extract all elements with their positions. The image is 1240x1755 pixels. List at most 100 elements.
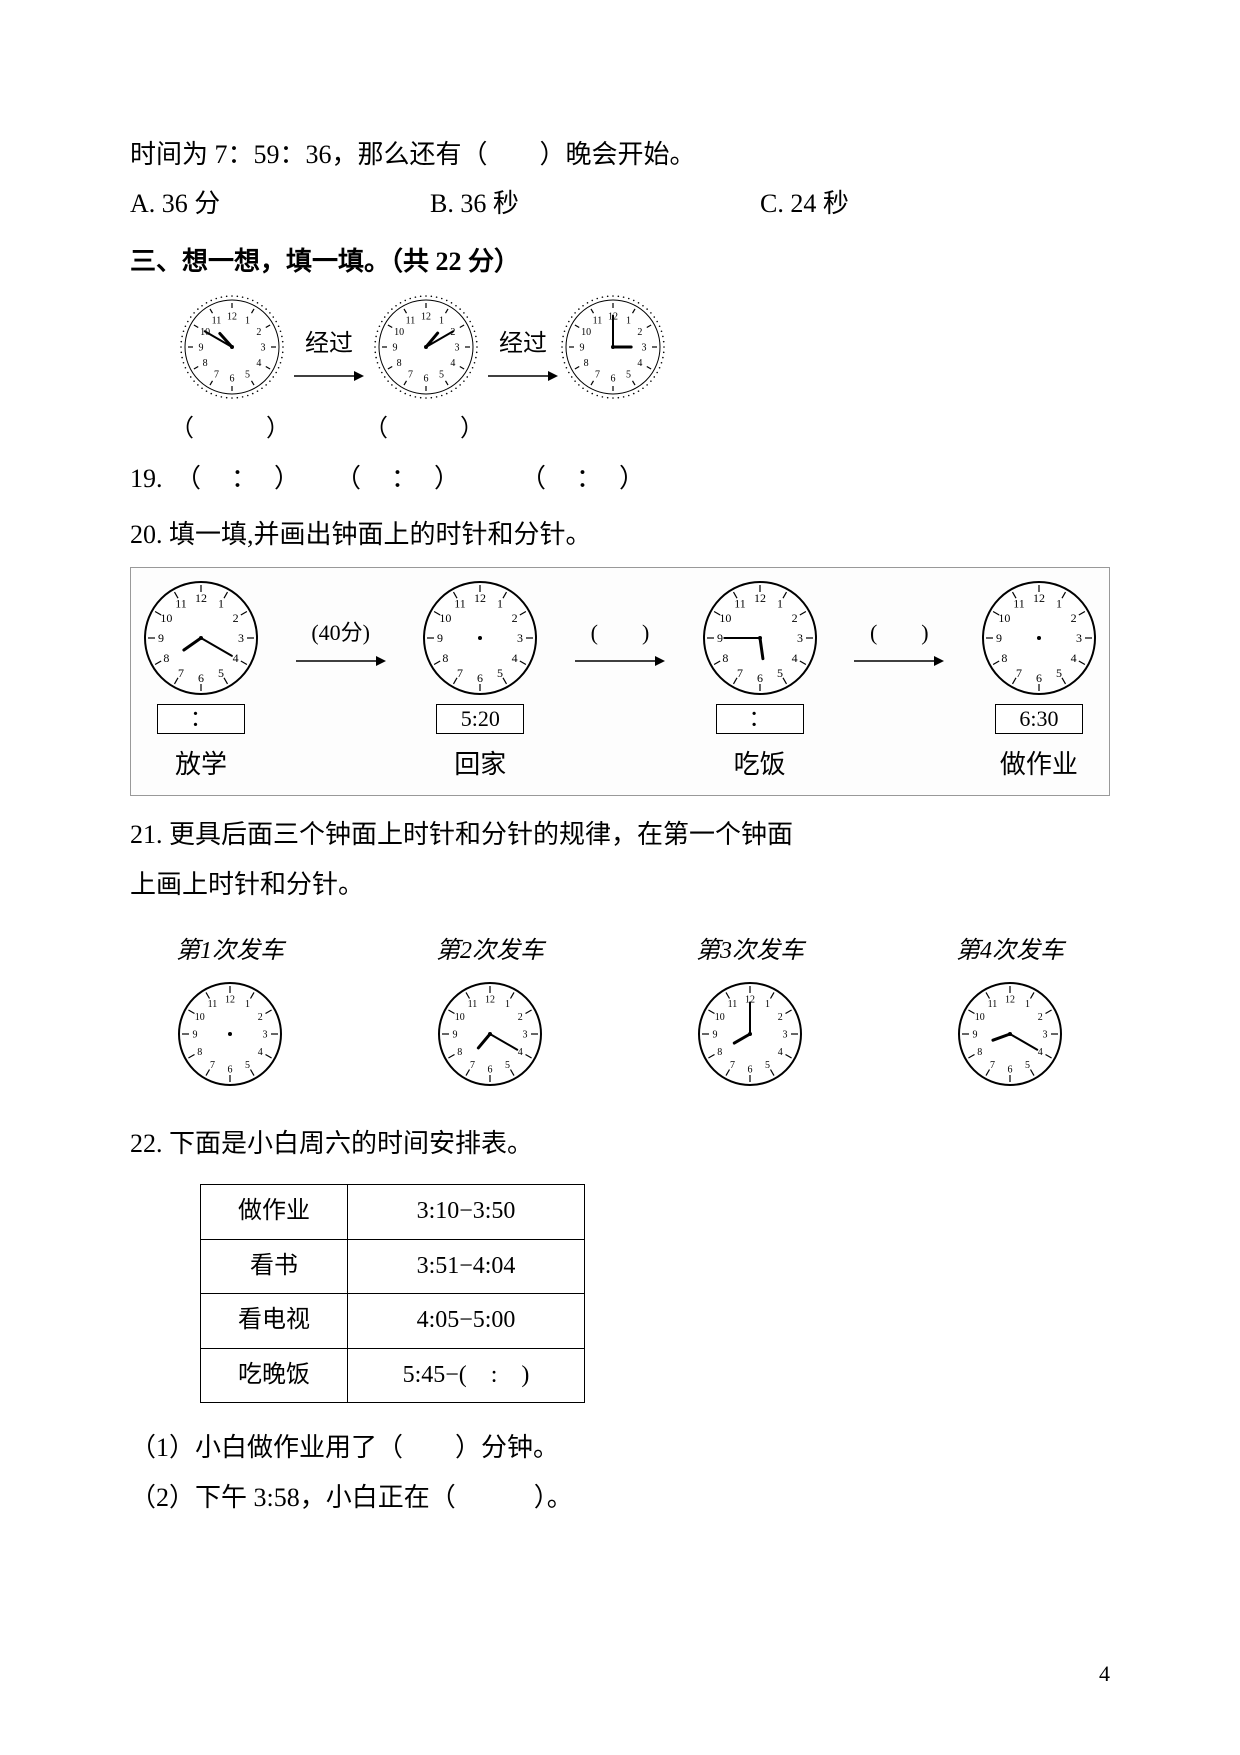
svg-text:11: 11 (593, 316, 603, 327)
svg-text:5: 5 (505, 1060, 510, 1071)
q20-time-3: ： (716, 704, 804, 734)
q20-cap-4: 做作业 (1000, 740, 1078, 789)
svg-text:1: 1 (245, 316, 250, 327)
svg-text:11: 11 (728, 999, 738, 1010)
svg-text:10: 10 (975, 1012, 985, 1023)
svg-text:6: 6 (611, 374, 616, 385)
svg-text:6: 6 (1036, 671, 1042, 685)
option-b: B. 36 秒 (430, 179, 760, 228)
q22-r4-c2: 5:45−( : ) (348, 1348, 585, 1403)
page-number: 4 (1099, 1653, 1110, 1695)
svg-text:6: 6 (488, 1064, 493, 1075)
svg-text:6: 6 (230, 374, 235, 385)
svg-text:3: 3 (517, 631, 523, 645)
svg-text:1: 1 (1056, 596, 1062, 610)
q20-col-4: 123456789101112 6:30 做作业 (979, 578, 1099, 789)
svg-text:9: 9 (193, 1029, 198, 1040)
svg-text:1: 1 (777, 596, 783, 610)
svg-text:4: 4 (512, 651, 518, 665)
q21-text-2: 上画上时针和分针。 (130, 860, 1110, 909)
q20-cap-3: 吃饭 (734, 740, 786, 789)
svg-text:9: 9 (393, 343, 398, 354)
option-c: C. 24 秒 (760, 179, 960, 228)
svg-text:5: 5 (765, 1060, 770, 1071)
svg-text:3: 3 (797, 631, 803, 645)
svg-text:11: 11 (734, 596, 746, 610)
q22-r4-c1: 吃晚饭 (201, 1348, 348, 1403)
q22-r1-c1: 做作业 (201, 1185, 348, 1240)
svg-text:8: 8 (457, 1047, 462, 1058)
q20-time-2: 5:20 (436, 704, 524, 734)
q21-row: 第1次发车 123456789101112 第2次发车 123456789101… (130, 929, 1110, 1089)
svg-text:7: 7 (470, 1060, 475, 1071)
q19-clock-1: 123456789101112 （ ） (170, 292, 294, 452)
svg-text:1: 1 (497, 596, 503, 610)
q21-cap-2: 第2次发车 (436, 929, 544, 975)
svg-text:2: 2 (258, 1012, 263, 1023)
table-row: 看书3:51−4:04 (201, 1239, 585, 1294)
svg-text:8: 8 (1001, 651, 1007, 665)
table-row: 吃晚饭5:45−( : ) (201, 1348, 585, 1403)
svg-text:8: 8 (977, 1047, 982, 1058)
q20-arrow-3: ( ) (854, 612, 944, 668)
svg-text:9: 9 (437, 631, 443, 645)
q20-col-1: 123456789101112 ： 放学 (141, 578, 261, 789)
q22-table: 做作业3:10−3:50 看书3:51−4:04 看电视4:05−5:00 吃晚… (200, 1184, 585, 1403)
svg-text:6: 6 (477, 671, 483, 685)
svg-text:5: 5 (497, 666, 503, 680)
svg-text:1: 1 (505, 999, 510, 1010)
svg-text:2: 2 (778, 1012, 783, 1023)
svg-text:4: 4 (256, 358, 261, 369)
q18-options: A. 36 分 B. 36 秒 C. 24 秒 (130, 179, 1110, 228)
svg-text:12: 12 (474, 591, 486, 605)
q21-col-4: 第4次发车 123456789101112 (910, 929, 1110, 1089)
q21-cap-4: 第4次发车 (956, 929, 1064, 975)
svg-text:7: 7 (595, 370, 600, 381)
svg-text:3: 3 (455, 343, 460, 354)
svg-text:10: 10 (719, 611, 731, 625)
svg-text:5: 5 (777, 666, 783, 680)
svg-text:10: 10 (394, 327, 404, 338)
svg-text:8: 8 (443, 651, 449, 665)
q20-cap-1: 放学 (175, 740, 227, 789)
svg-text:4: 4 (258, 1047, 263, 1058)
svg-text:3: 3 (1043, 1029, 1048, 1040)
q20-col-2: 123456789101112 5:20 回家 (420, 578, 540, 789)
svg-text:8: 8 (163, 651, 169, 665)
svg-text:10: 10 (998, 611, 1010, 625)
q22-sub2: （2）下午 3:58，小白正在（ ）。 (130, 1473, 1110, 1522)
svg-text:2: 2 (1038, 1012, 1043, 1023)
svg-text:7: 7 (408, 370, 413, 381)
q19-number: 19. (130, 454, 163, 503)
svg-text:11: 11 (468, 999, 478, 1010)
svg-text:9: 9 (996, 631, 1002, 645)
q20-arrow-2: ( ) (575, 612, 665, 668)
q19-clock-2: 123456789101112 （ ） (364, 292, 488, 452)
svg-text:6: 6 (757, 671, 763, 685)
q20-arrow-1-label: (40分) (311, 612, 370, 654)
svg-text:3: 3 (523, 1029, 528, 1040)
svg-text:11: 11 (208, 999, 218, 1010)
svg-text:4: 4 (1038, 1047, 1043, 1058)
q22-r3-c1: 看电视 (201, 1294, 348, 1349)
svg-text:3: 3 (238, 631, 244, 645)
svg-text:2: 2 (1071, 611, 1077, 625)
q21-cap-1: 第1次发车 (176, 929, 284, 975)
svg-text:6: 6 (198, 671, 204, 685)
svg-text:3: 3 (263, 1029, 268, 1040)
svg-text:4: 4 (518, 1047, 523, 1058)
svg-text:7: 7 (990, 1060, 995, 1071)
svg-text:2: 2 (637, 327, 642, 338)
svg-text:7: 7 (1016, 666, 1022, 680)
q20-cap-2: 回家 (454, 740, 506, 789)
q19-blank-1: （ ） (170, 407, 294, 453)
q20-text: 20. 填一填,并画出钟面上的时针和分针。 (130, 510, 1110, 559)
svg-text:11: 11 (1013, 596, 1025, 610)
svg-text:12: 12 (227, 312, 237, 323)
svg-text:5: 5 (1025, 1060, 1030, 1071)
svg-text:10: 10 (440, 611, 452, 625)
svg-text:8: 8 (722, 651, 728, 665)
svg-text:4: 4 (778, 1047, 783, 1058)
svg-text:12: 12 (1033, 591, 1045, 605)
q22-r2-c1: 看书 (201, 1239, 348, 1294)
